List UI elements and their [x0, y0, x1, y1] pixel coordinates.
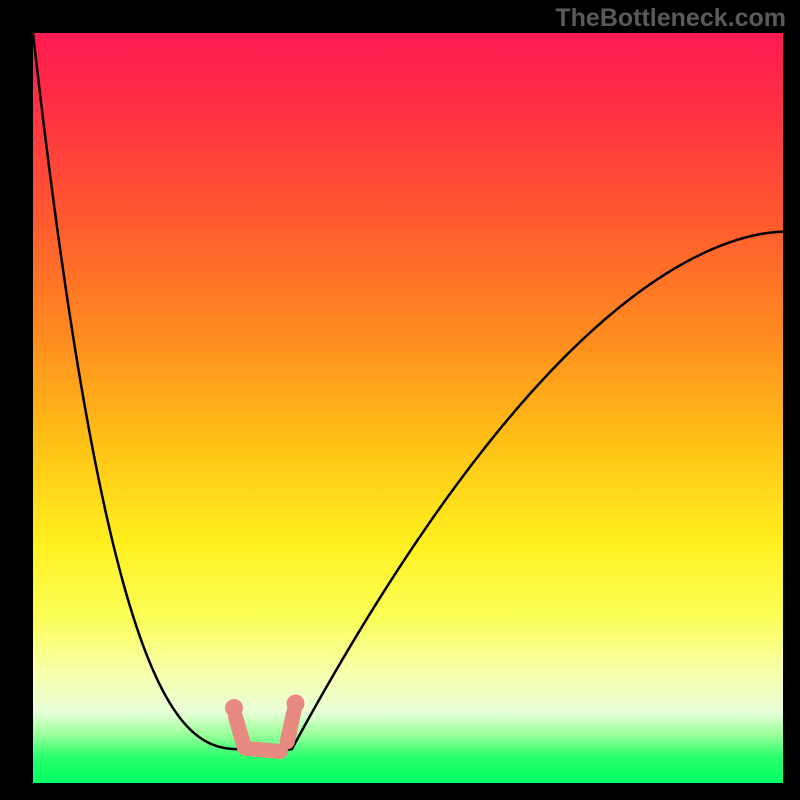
watermark-text: TheBottleneck.com [555, 4, 786, 33]
plot-area [33, 33, 783, 783]
gradient-background [33, 33, 783, 783]
plot-svg [33, 33, 783, 783]
marker-bar [247, 749, 281, 752]
figure: TheBottleneck.com [0, 0, 800, 800]
marker-bar [287, 711, 294, 742]
